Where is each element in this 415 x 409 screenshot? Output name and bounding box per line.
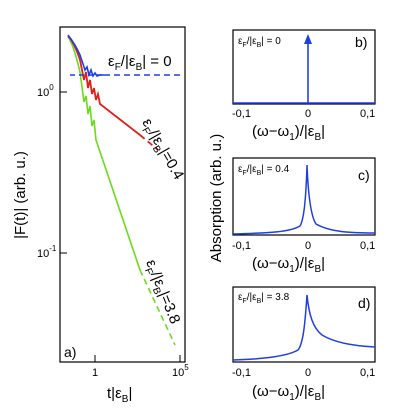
panel-b-arrow-icon xyxy=(304,34,312,44)
xtick-label-1e5: 105 xyxy=(172,363,189,379)
panel-d-label: εF/|εB| = 3.8 xyxy=(238,292,290,305)
panel-c-x-axis-label: (ω−ω1)/|εB| xyxy=(252,255,325,275)
panel-b-xtick-right: 0,1 xyxy=(360,108,375,120)
panel-c: εF/|εB| = 0.4 c) -0,1 0 0,1 (ω−ω1)/|εB| xyxy=(232,157,376,275)
xtick-label-1: 1 xyxy=(92,367,98,379)
annotation-zero: εF/|εB| = 0 xyxy=(108,53,172,73)
left-plot: 100 10-1 1 105 t|εB| |F(t)| (arb. u.) a)… xyxy=(12,26,189,405)
panel-c-label: εF/|εB| = 0.4 xyxy=(238,164,290,177)
panel-d-x-axis-label: (ω−ω1)/|εB| xyxy=(252,383,325,403)
panel-letter-d: d) xyxy=(358,295,370,311)
curve-0 xyxy=(67,34,104,78)
panel-c-xtick-left: -0,1 xyxy=(232,240,251,252)
panel-d-xtick-mid: 0 xyxy=(305,367,311,379)
panel-c-curve xyxy=(232,164,376,235)
right-y-axis-label: Absorption (arb. u.) xyxy=(208,134,225,262)
panel-c-frame xyxy=(232,157,376,236)
panel-b-label: εF/|εB| = 0 xyxy=(238,36,281,49)
panel-b-xtick-left: -0,1 xyxy=(232,108,251,120)
panel-d-xtick-left: -0,1 xyxy=(232,367,251,379)
panel-c-xtick-right: 0,1 xyxy=(360,240,375,252)
panel-d-curve xyxy=(232,294,376,361)
left-y-axis-label: |F(t)| (arb. u.) xyxy=(12,151,29,239)
panel-letter-c: c) xyxy=(358,167,370,183)
panel-b: εF/|εB| = 0 b) -0,1 0 0,1 (ω−ω1)/|εB| xyxy=(232,29,376,143)
curve-3.8-dashed xyxy=(139,269,176,346)
left-plot-frame xyxy=(59,26,186,363)
panel-letter-a: a) xyxy=(64,344,76,360)
ytick-label-1e-1: 10-1 xyxy=(37,244,57,260)
panel-b-x-axis-label: (ω−ω1)/|εB| xyxy=(252,123,325,143)
left-x-axis-label: t|εB| xyxy=(107,385,132,405)
panel-b-xtick-mid: 0 xyxy=(305,108,311,120)
panel-d: εF/|εB| = 3.8 d) -0,1 0 0,1 (ω−ω1)/|εB| xyxy=(232,286,376,403)
annotation-0.4: εF/|εB|=0.4 xyxy=(136,116,187,185)
curve-0.4-dashed xyxy=(139,134,159,151)
ytick-label-1e0: 100 xyxy=(37,83,54,99)
panel-letter-b: b) xyxy=(355,34,367,50)
panel-d-frame xyxy=(232,286,376,363)
panel-d-xtick-right: 0,1 xyxy=(360,367,375,379)
panel-c-xtick-mid: 0 xyxy=(305,240,311,252)
curve-3.8 xyxy=(67,36,141,271)
panel-b-frame xyxy=(232,29,376,105)
